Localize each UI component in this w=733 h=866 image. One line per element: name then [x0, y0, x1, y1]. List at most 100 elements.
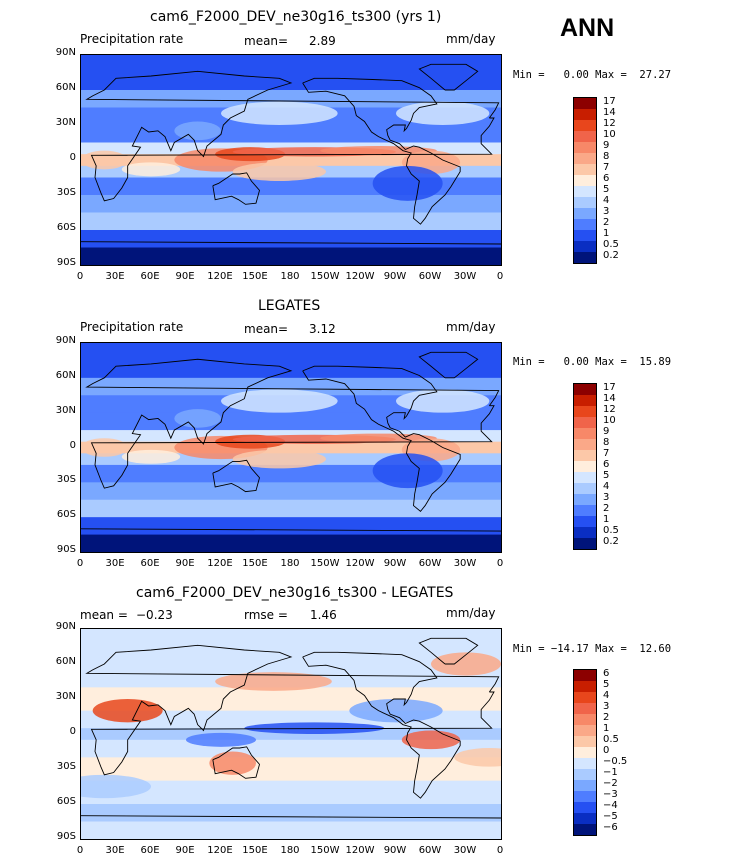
precip-band-0: [81, 343, 501, 379]
coastline-3: [418, 63, 479, 91]
colorbar-segment: [574, 483, 596, 494]
precip-feature-8: [209, 751, 256, 775]
panel-3-colorbar: [573, 669, 597, 836]
precip-feature-5: [215, 672, 332, 691]
lon-tick-label: 150E: [242, 271, 268, 282]
panel-1-mean-label: mean=: [244, 34, 289, 48]
precip-band-9: [81, 212, 501, 231]
colorbar-level-label: −5: [603, 811, 618, 822]
lon-tick-label: 180: [280, 558, 300, 569]
colorbar-segment: [574, 461, 596, 472]
coastline-1: [212, 172, 260, 205]
colorbar-level-label: 1: [603, 514, 610, 525]
colorbar-segment: [574, 538, 596, 549]
precip-feature-6: [121, 449, 181, 464]
lon-tick-label: 0: [496, 845, 504, 856]
precip-band-1: [81, 377, 501, 396]
lon-tick-label: 120W: [345, 271, 375, 282]
colorbar-segment: [574, 208, 596, 219]
lon-tick-label: 180: [280, 845, 300, 856]
colorbar-segment: [574, 802, 596, 813]
panel-3-rmse-value: 1.46: [310, 608, 337, 622]
lon-tick-label: 90E: [175, 558, 195, 569]
precip-feature-11: [372, 453, 443, 489]
colorbar-level-label: −3: [603, 789, 618, 800]
colorbar-level-label: 5: [603, 470, 610, 481]
lon-tick-label: 90W: [383, 558, 407, 569]
colorbar-level-label: 6: [603, 668, 610, 679]
panel-3-rmse-label: rmse =: [244, 608, 288, 622]
colorbar-level-label: −6: [603, 822, 618, 833]
colorbar-segment: [574, 120, 596, 131]
lat-tick-label: 90N: [55, 47, 76, 58]
lat-tick-label: 60S: [56, 509, 76, 521]
precip-feature-5: [81, 150, 128, 170]
colorbar-level-label: 1: [603, 228, 610, 239]
colorbar-segment: [574, 813, 596, 824]
colorbar-segment: [574, 131, 596, 142]
lon-tick-label: 30W: [453, 558, 477, 569]
lon-tick-label: 60E: [140, 845, 160, 856]
lon-tick-label: 90W: [383, 845, 407, 856]
panel-1-mean-value: 2.89: [309, 34, 336, 48]
colorbar-segment: [574, 670, 596, 681]
colorbar-level-label: 2: [603, 712, 610, 723]
lon-tick-label: 0: [76, 845, 84, 856]
colorbar-level-label: −4: [603, 800, 618, 811]
lat-tick-label: 90S: [56, 831, 76, 842]
lat-tick-label: 30N: [55, 117, 76, 128]
colorbar-segment: [574, 714, 596, 725]
colorbar-level-label: 7: [603, 162, 610, 173]
precip-feature-6: [349, 699, 443, 723]
colorbar-segment: [574, 450, 596, 461]
panel-3-mean-label: mean =: [80, 608, 128, 622]
colorbar-segment: [574, 241, 596, 252]
precip-feature-9: [431, 652, 501, 676]
colorbar-segment: [574, 703, 596, 714]
lat-tick-label: 30S: [56, 761, 76, 772]
colorbar-level-label: 14: [603, 107, 616, 118]
panel-3-map: [80, 628, 502, 840]
lon-tick-label: 0: [496, 558, 504, 569]
panel-2-map-field: [81, 343, 501, 552]
colorbar-segment: [574, 681, 596, 692]
precip-band-8: [81, 804, 501, 822]
colorbar-segment: [574, 417, 596, 428]
coastline-2: [302, 77, 461, 225]
colorbar-segment: [574, 406, 596, 417]
precip-band-9: [81, 499, 501, 518]
coastline-3: [418, 637, 479, 665]
precip-feature-7: [232, 162, 326, 181]
precip-feature-9: [221, 389, 338, 413]
coastline-0: [85, 644, 500, 776]
lon-tick-label: 0: [76, 558, 84, 569]
lat-tick-label: 30S: [56, 187, 76, 198]
panel-2-title: LEGATES: [258, 298, 321, 314]
colorbar-level-label: 10: [603, 129, 616, 140]
precip-band-3: [81, 125, 501, 143]
panel-2-variable: Precipitation rate: [80, 320, 184, 334]
coastline-3: [418, 351, 479, 379]
colorbar-level-label: 0.2: [603, 250, 619, 261]
colorbar-level-label: 0.5: [603, 239, 619, 250]
precip-band-0: [81, 629, 501, 665]
lat-tick-label: 0: [69, 439, 76, 451]
lon-tick-label: 30W: [453, 271, 477, 282]
lat-tick-label: 60N: [55, 82, 76, 93]
season-label: ANN: [560, 14, 615, 42]
colorbar-level-label: 2: [603, 503, 610, 514]
panel-3-minmax: Min = −14.17 Max = 12.60: [513, 643, 672, 655]
lat-tick-label: 90S: [56, 257, 76, 268]
colorbar-level-label: 6: [603, 173, 610, 184]
lon-tick-label: 150W: [310, 558, 340, 569]
colorbar-segment: [574, 395, 596, 406]
colorbar-segment: [574, 153, 596, 164]
colorbar-level-label: 0: [603, 745, 610, 756]
lon-tick-label: 180: [280, 271, 300, 282]
panel-1-colorbar: [573, 97, 597, 264]
lon-tick-label: 120E: [207, 558, 233, 569]
colorbar-segment: [574, 527, 596, 538]
precip-feature-11: [372, 165, 443, 201]
colorbar-level-label: 0.5: [603, 734, 619, 745]
colorbar-level-label: 12: [603, 118, 616, 129]
